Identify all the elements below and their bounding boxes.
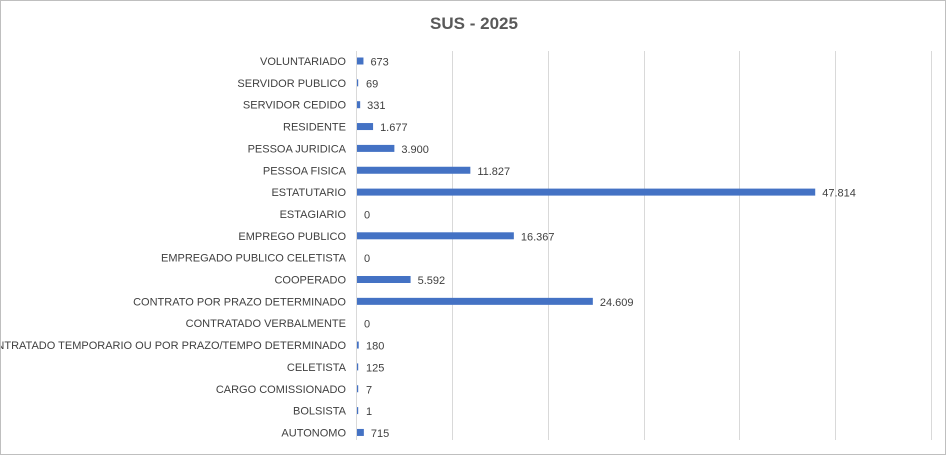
bar	[357, 341, 359, 349]
category-label: ESTATUTARIO	[271, 187, 346, 199]
category-label: ESTAGIARIO	[280, 209, 347, 221]
bar	[357, 407, 359, 415]
category-label: PESSOA JURIDICA	[248, 143, 347, 155]
gridlines	[356, 51, 932, 440]
bar	[357, 144, 395, 152]
bar	[357, 297, 593, 305]
category-label: EMPREGADO PUBLICO CELETISTA	[161, 253, 347, 265]
category-label: VOLUNTARIADO	[260, 56, 346, 68]
value-label: 715	[371, 428, 389, 440]
value-label: 0	[364, 209, 370, 221]
bar	[357, 276, 411, 283]
value-label: 0	[364, 319, 370, 331]
bar	[357, 79, 359, 87]
category-label: EMPREGO PUBLICO	[238, 231, 346, 243]
bar	[357, 57, 364, 65]
bar	[357, 363, 359, 371]
value-label: 47.814	[822, 188, 856, 200]
category-label: PESSOA FISICA	[263, 165, 347, 177]
category-label: SERVIDOR CEDIDO	[243, 100, 347, 112]
value-label: 3.900	[401, 144, 429, 156]
category-label: BOLSISTA	[293, 406, 347, 418]
category-label: COOPERADO	[274, 275, 346, 287]
value-label: 331	[367, 100, 385, 112]
bars	[357, 57, 816, 436]
value-label: 673	[370, 57, 388, 69]
value-label: 16.367	[521, 231, 555, 243]
value-label: 5.592	[418, 275, 446, 287]
bar	[357, 188, 816, 196]
chart-title: SUS - 2025	[430, 14, 518, 33]
category-label: CARGO COMISSIONADO	[216, 384, 347, 396]
value-label: 1.677	[380, 122, 408, 134]
category-label: RESIDENTE	[283, 122, 346, 134]
category-label: AUTONOMO	[281, 427, 346, 439]
value-label: 0	[364, 253, 370, 265]
category-label: CONTRATO POR PRAZO DETERMINADO	[133, 296, 346, 308]
value-label: 11.827	[477, 166, 510, 178]
bar	[357, 123, 374, 131]
category-label: CONTRATADO TEMPORARIO OU POR PRAZO/TEMPO…	[1, 340, 346, 352]
value-label: 24.609	[600, 297, 634, 309]
category-label: CELETISTA	[287, 362, 347, 374]
bar	[357, 166, 471, 174]
bar	[357, 232, 514, 240]
value-labels: 673 69 331 1.677 3.900 11.827 47.814 0 16.367 0 5.…	[364, 57, 856, 440]
category-label: SERVIDOR PUBLICO	[237, 78, 346, 90]
bar	[357, 428, 364, 436]
value-label: 125	[366, 362, 384, 374]
category-label: CONTRATADO VERBALMENTE	[186, 318, 346, 330]
value-label: 1	[366, 406, 372, 418]
bar	[357, 385, 359, 393]
value-label: 69	[366, 78, 378, 90]
category-labels: VOLUNTARIADO SERVIDOR PUBLICO SERVIDOR CED…	[1, 56, 347, 439]
bar	[357, 101, 361, 109]
value-label: 7	[366, 384, 372, 396]
value-label: 180	[366, 341, 384, 353]
